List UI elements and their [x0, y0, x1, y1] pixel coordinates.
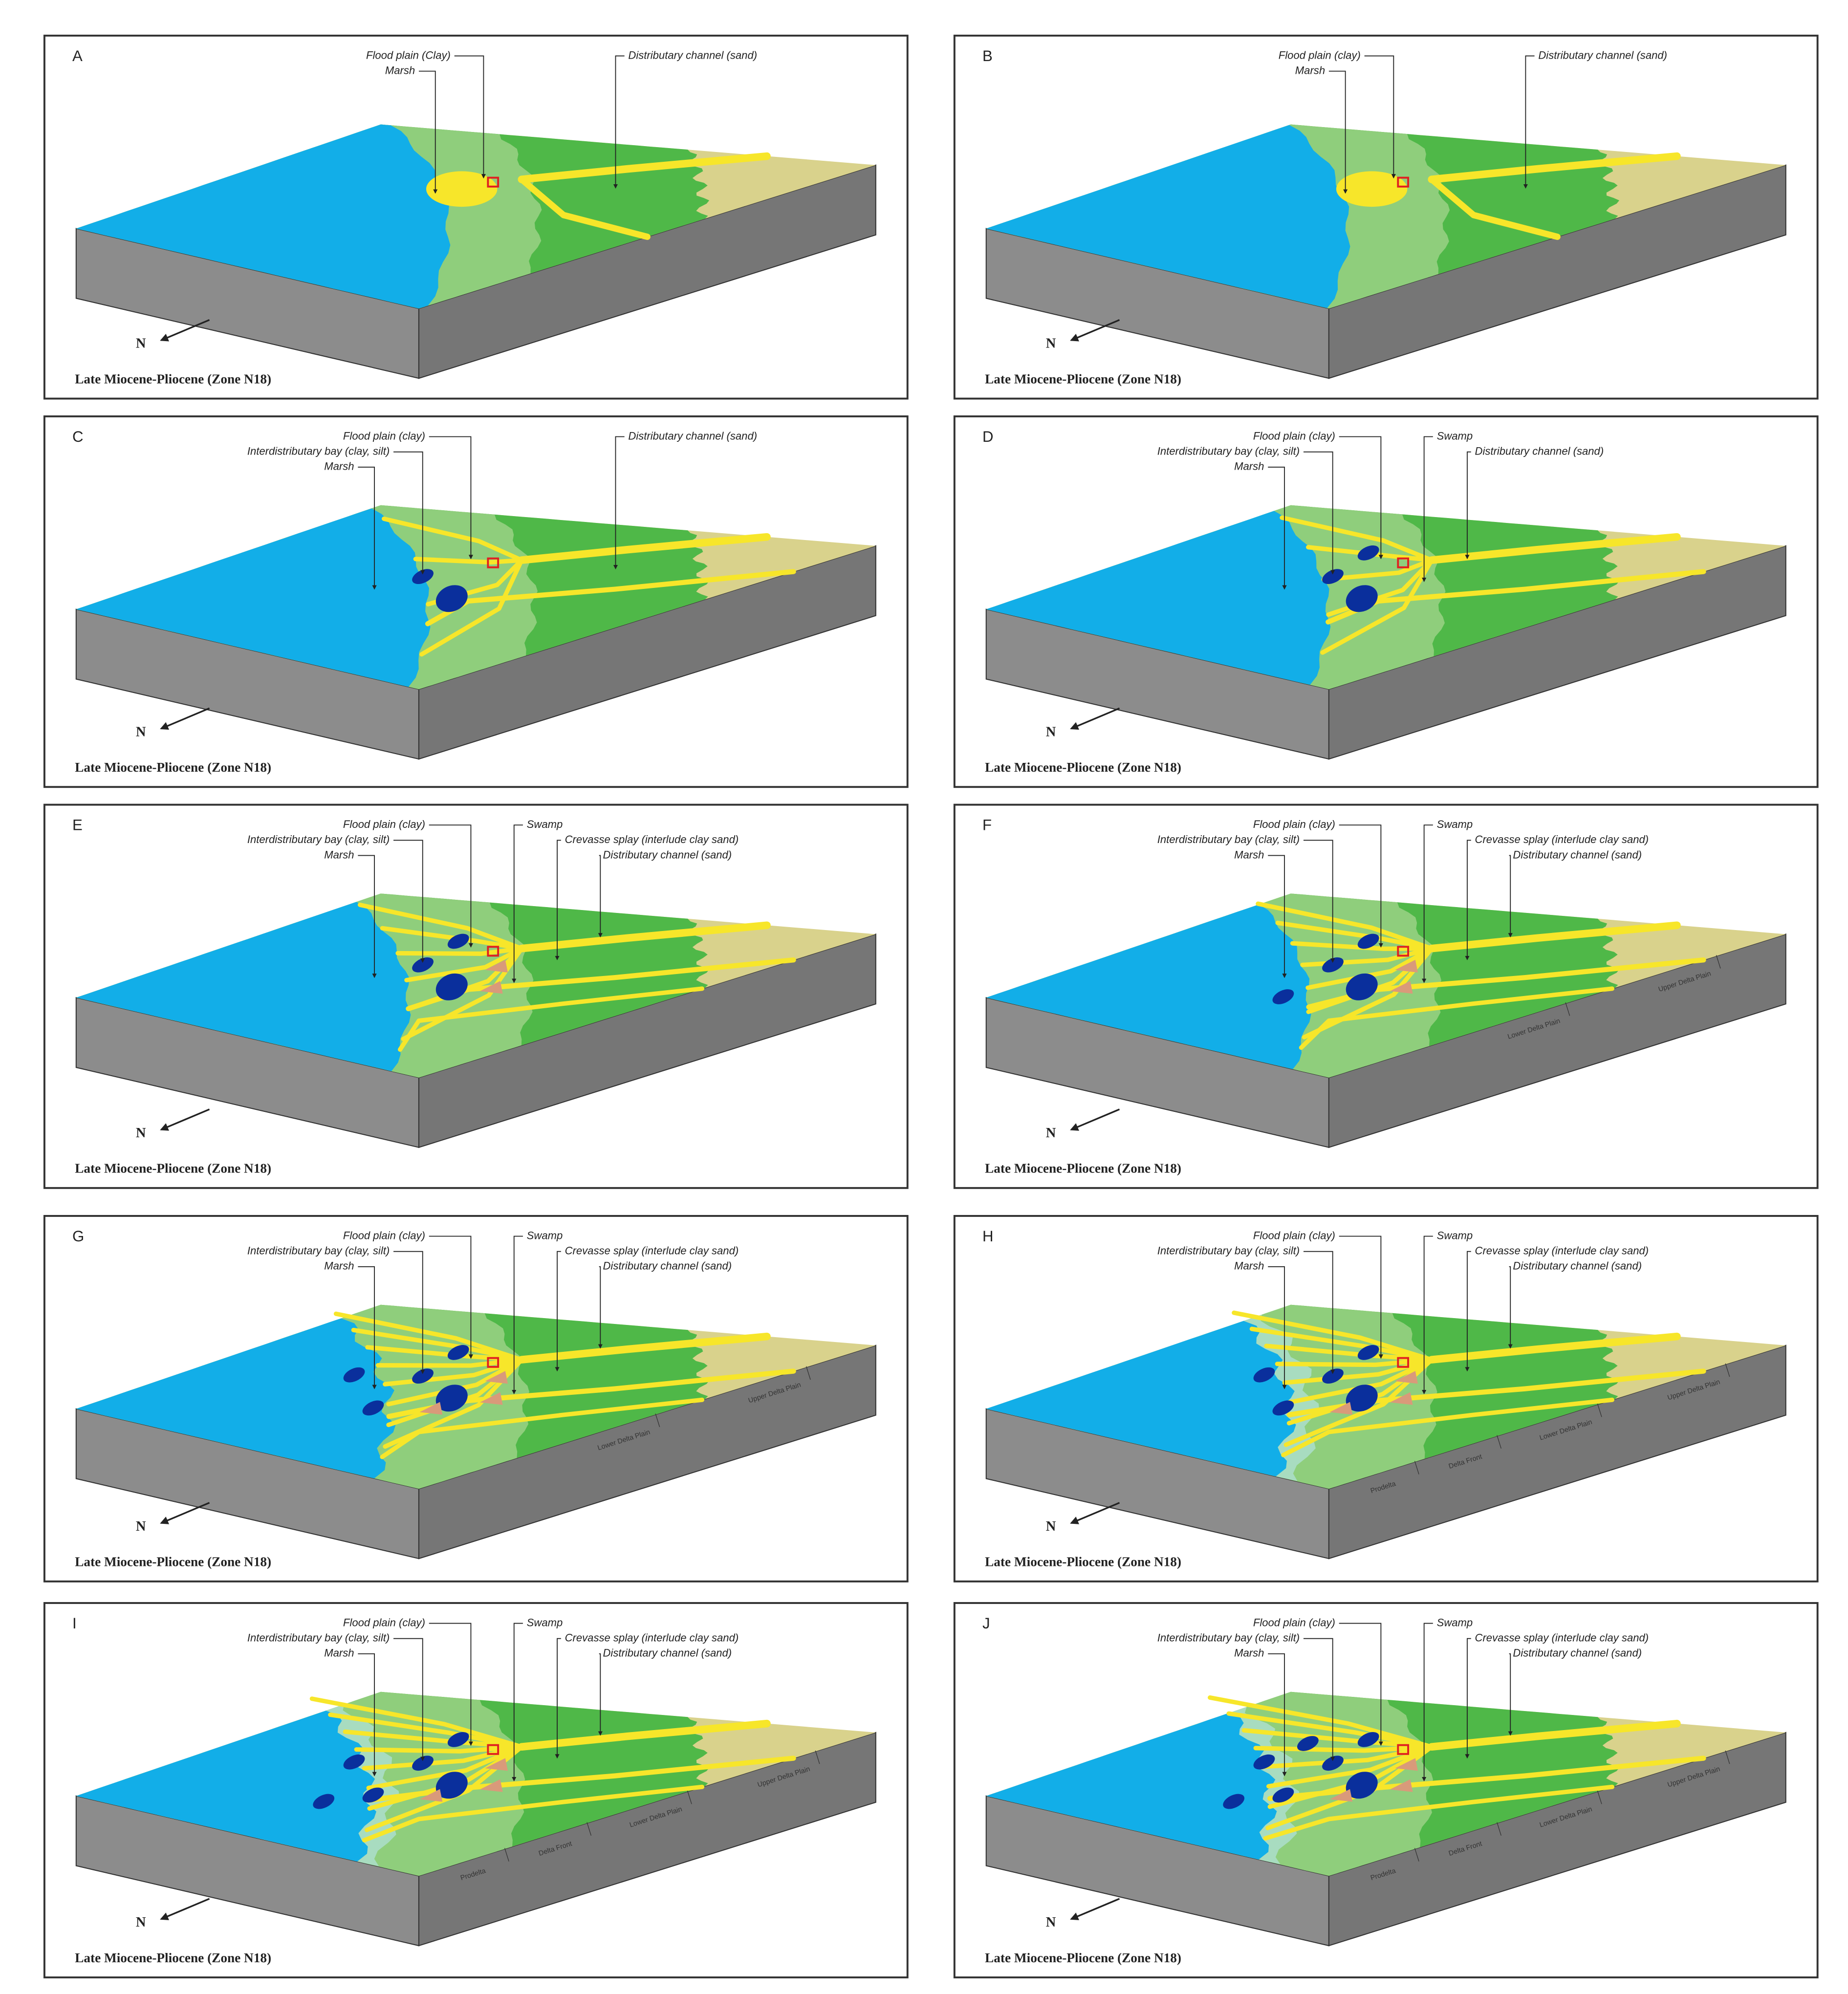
label: Distributary channel (sand) — [1475, 445, 1604, 457]
north-label: N — [1046, 724, 1056, 739]
label: Interdistributary bay (clay, silt) — [1157, 1632, 1300, 1644]
label: Distributary channel (sand) — [1513, 1260, 1642, 1272]
label: Marsh — [1295, 64, 1325, 76]
north-label: N — [136, 1519, 146, 1534]
label: Swamp — [527, 1229, 563, 1241]
caption: Late Miocene-Pliocene (Zone N18) — [985, 371, 1181, 386]
label: Swamp — [1437, 430, 1473, 442]
label: Distributary channel (sand) — [603, 1260, 732, 1272]
north-label: N — [1046, 1915, 1056, 1930]
north-label: N — [136, 724, 146, 739]
panel: Lower Delta PlainUpper Delta PlainFlood … — [955, 805, 1818, 1188]
label: Flood plain (clay) — [343, 818, 425, 830]
label: Swamp — [527, 818, 563, 830]
panel-letter: I — [72, 1615, 77, 1632]
north-label: N — [1046, 336, 1056, 351]
panel: Flood plain (clay) Marsh Distributary chan… — [955, 36, 1818, 399]
panel: Flood plain (clay) Interdistributary bay … — [955, 416, 1818, 787]
north-label: N — [136, 1126, 146, 1141]
north-label: N — [136, 1915, 146, 1930]
label: Distributary channel (sand) — [1513, 848, 1642, 861]
north-label: N — [136, 336, 146, 351]
panel-letter: C — [72, 428, 84, 445]
label: Marsh — [1234, 848, 1264, 861]
caption: Late Miocene-Pliocene (Zone N18) — [985, 1161, 1181, 1176]
caption: Late Miocene-Pliocene (Zone N18) — [75, 1161, 271, 1176]
label: Swamp — [1437, 818, 1473, 830]
label: Marsh — [385, 64, 415, 76]
label: Interdistributary bay (clay, silt) — [247, 1244, 390, 1257]
label: Interdistributary bay (clay, silt) — [1157, 833, 1300, 845]
caption: Late Miocene-Pliocene (Zone N18) — [75, 1555, 271, 1569]
label: Flood plain (clay) — [343, 430, 425, 442]
channel-mouth — [1336, 171, 1407, 207]
label: Interdistributary bay (clay, silt) — [247, 833, 390, 845]
label: Distributary channel (sand) — [603, 1647, 732, 1659]
panel: ProdeltaDelta FrontLower Delta PlainUppe… — [44, 1603, 908, 1977]
label: Interdistributary bay (clay, silt) — [1157, 445, 1300, 457]
label: Flood plain (clay) — [343, 1229, 425, 1241]
panel-letter: E — [72, 817, 83, 834]
label: Crevasse splay (interlude clay sand) — [565, 1632, 739, 1644]
label: Crevasse splay (interlude clay sand) — [565, 1244, 739, 1257]
north-label: N — [1046, 1519, 1056, 1534]
label: Swamp — [527, 1616, 563, 1628]
label: Flood plain (clay) — [1253, 1616, 1335, 1628]
label: Distributary channel (sand) — [628, 430, 757, 442]
label: Flood plain (clay) — [343, 1616, 425, 1628]
label: Flood plain (clay) — [1253, 430, 1335, 442]
label: Distributary channel (sand) — [628, 49, 757, 61]
label: Flood plain (clay) — [1253, 1229, 1335, 1241]
panel-letter: F — [982, 817, 992, 834]
caption: Late Miocene-Pliocene (Zone N18) — [985, 1555, 1181, 1569]
label: Flood plain (Clay) — [366, 49, 451, 61]
label: Marsh — [1234, 460, 1264, 473]
panel: Lower Delta PlainUpper Delta PlainFlood … — [44, 1216, 908, 1582]
north-label: N — [1046, 1126, 1056, 1141]
panel: ProdeltaDelta FrontLower Delta PlainUppe… — [955, 1603, 1818, 1977]
panel: ProdeltaDelta FrontLower Delta PlainUppe… — [955, 1216, 1818, 1582]
label: Swamp — [1437, 1229, 1473, 1241]
label: Crevasse splay (interlude clay sand) — [565, 833, 739, 845]
label: Crevasse splay (interlude clay sand) — [1475, 833, 1649, 845]
panel: Flood plain (clay) Interdistributary bay … — [44, 805, 908, 1188]
caption: Late Miocene-Pliocene (Zone N18) — [985, 1951, 1181, 1965]
label: Interdistributary bay (clay, silt) — [247, 1632, 390, 1644]
panel: Flood plain (clay) Interdistributary bay … — [44, 416, 908, 787]
panel-letter: J — [982, 1615, 990, 1632]
label: Distributary channel (sand) — [603, 848, 732, 861]
label: Flood plain (clay) — [1253, 818, 1335, 830]
label: Marsh — [324, 1647, 354, 1659]
panel-letter: H — [982, 1228, 994, 1245]
label: Flood plain (clay) — [1279, 49, 1361, 61]
label: Marsh — [324, 1260, 354, 1272]
caption: Late Miocene-Pliocene (Zone N18) — [75, 1951, 271, 1965]
channel — [415, 559, 522, 563]
panel-letter: B — [982, 47, 993, 65]
label: Marsh — [1234, 1647, 1264, 1659]
label: Crevasse splay (interlude clay sand) — [1475, 1632, 1649, 1644]
panel-letter: G — [72, 1228, 84, 1245]
label: Distributary channel (sand) — [1513, 1647, 1642, 1659]
channel-mouth — [426, 171, 497, 207]
figure: Flood plain (Clay) Marsh Distributary chan… — [0, 0, 1848, 1994]
label: Crevasse splay (interlude clay sand) — [1475, 1244, 1649, 1257]
panel: Flood plain (Clay) Marsh Distributary chan… — [44, 36, 908, 399]
label: Marsh — [324, 848, 354, 861]
panel-letter: D — [982, 428, 994, 445]
label: Interdistributary bay (clay, silt) — [1157, 1244, 1300, 1257]
label: Distributary channel (sand) — [1538, 49, 1667, 61]
label: Swamp — [1437, 1616, 1473, 1628]
caption: Late Miocene-Pliocene (Zone N18) — [75, 371, 271, 386]
caption: Late Miocene-Pliocene (Zone N18) — [75, 760, 271, 775]
caption: Late Miocene-Pliocene (Zone N18) — [985, 760, 1181, 775]
label: Marsh — [324, 460, 354, 473]
panel-letter: A — [72, 47, 83, 65]
label: Interdistributary bay (clay, silt) — [247, 445, 390, 457]
label: Marsh — [1234, 1260, 1264, 1272]
